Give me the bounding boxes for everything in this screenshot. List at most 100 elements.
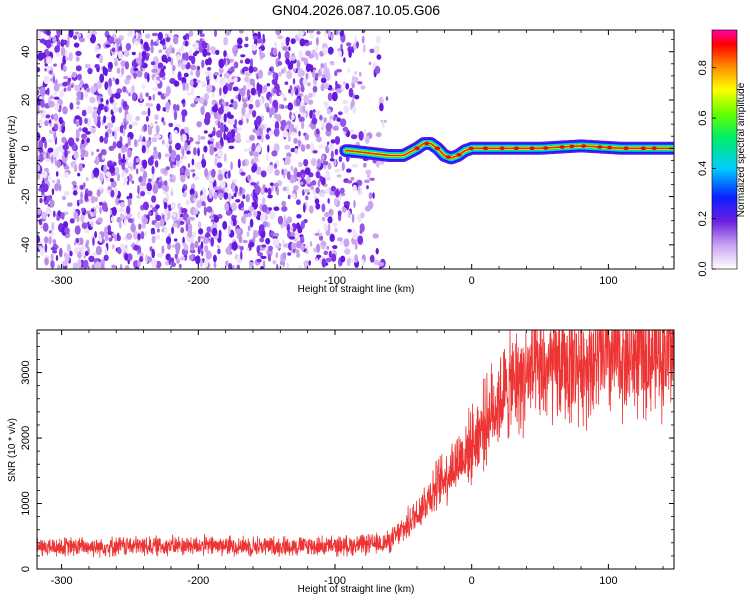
noise-speck: [314, 232, 321, 236]
noise-speck: [60, 46, 66, 57]
noise-speck: [182, 191, 187, 198]
noise-speck: [51, 188, 55, 196]
noise-speck: [118, 152, 122, 161]
noise-speck: [165, 101, 171, 110]
noise-speck: [157, 181, 163, 189]
noise-speck: [248, 103, 254, 110]
noise-speck: [262, 184, 266, 190]
noise-speck: [357, 185, 361, 194]
noise-speck: [133, 72, 137, 78]
noise-speck: [376, 54, 382, 60]
noise-speck: [58, 210, 61, 217]
noise-speck: [197, 147, 200, 157]
noise-speck: [81, 250, 85, 257]
noise-speck: [184, 40, 189, 47]
noise-speck: [290, 165, 294, 172]
noise-speck: [260, 170, 267, 178]
noise-speck: [343, 201, 350, 206]
noise-speck: [141, 110, 148, 116]
noise-speck: [156, 103, 161, 112]
noise-speck: [201, 40, 207, 49]
noise-speck: [131, 51, 136, 56]
noise-speck: [118, 50, 123, 60]
noise-speck: [186, 92, 193, 96]
noise-speck: [276, 263, 279, 269]
noise-speck: [309, 41, 313, 45]
noise-speck: [165, 166, 170, 171]
noise-speck: [177, 48, 184, 52]
noise-speck: [91, 171, 94, 180]
noise-speck: [235, 228, 241, 234]
noise-speck: [312, 85, 318, 93]
noise-speck: [103, 164, 107, 174]
noise-speck: [100, 262, 105, 269]
noise-speck: [98, 201, 104, 206]
noise-speck: [95, 155, 100, 165]
noise-speck: [139, 103, 143, 107]
noise-speck: [163, 93, 170, 97]
noise-speck: [274, 169, 280, 176]
noise-speck: [152, 93, 156, 101]
noise-speck: [321, 155, 325, 160]
noise-speck: [257, 31, 261, 39]
noise-speck: [131, 180, 135, 184]
noise-speck: [225, 210, 232, 216]
noise-speck: [98, 186, 103, 190]
noise-speck: [62, 260, 68, 267]
noise-speck: [99, 135, 104, 143]
noise-speck: [321, 121, 326, 128]
noise-speck: [95, 245, 102, 256]
noise-speck: [177, 202, 181, 209]
noise-speck: [284, 156, 291, 166]
noise-speck: [85, 177, 89, 182]
noise-speck: [310, 34, 314, 39]
noise-speck: [320, 192, 325, 197]
noise-speck: [315, 36, 319, 46]
noise-speck: [81, 109, 87, 117]
noise-speck: [55, 171, 59, 177]
noise-speck: [202, 237, 209, 245]
noise-speck: [119, 220, 122, 229]
noise-speck: [214, 157, 218, 166]
noise-speck: [298, 50, 304, 59]
noise-speck: [62, 144, 69, 151]
noise-speck: [45, 89, 48, 95]
noise-speck: [135, 116, 141, 121]
noise-speck: [195, 255, 201, 265]
noise-speck: [301, 121, 305, 130]
noise-speck: [64, 227, 70, 235]
noise-speck: [74, 115, 81, 120]
noise-speck: [239, 30, 244, 34]
noise-speck: [209, 138, 215, 142]
noise-speck: [44, 200, 48, 204]
noise-speck: [359, 71, 362, 77]
noise-speck: [131, 85, 135, 93]
noise-speck: [294, 86, 297, 92]
noise-speck: [163, 44, 167, 49]
noise-speck: [289, 174, 296, 184]
noise-speck: [127, 198, 132, 207]
noise-speck: [296, 171, 302, 178]
noise-speck: [246, 231, 250, 237]
noise-speck: [363, 44, 366, 53]
noise-speck: [269, 182, 274, 186]
noise-speck: [243, 213, 250, 218]
noise-speck: [52, 36, 57, 44]
noise-speck: [330, 185, 336, 192]
noise-speck: [140, 231, 145, 240]
noise-speck: [328, 30, 331, 38]
noise-speck: [118, 107, 123, 113]
noise-speck: [120, 162, 126, 168]
noise-speck: [231, 179, 238, 183]
noise-speck: [41, 171, 48, 179]
noise-speck: [108, 77, 112, 87]
noise-speck: [250, 87, 256, 96]
noise-speck: [136, 240, 139, 247]
noise-speck: [202, 48, 208, 57]
noise-speck: [325, 187, 330, 195]
noise-speck: [41, 211, 48, 220]
noise-speck: [156, 76, 161, 81]
ridge-peak: [581, 144, 587, 148]
noise-speck: [81, 207, 85, 212]
noise-speck: [250, 193, 254, 197]
